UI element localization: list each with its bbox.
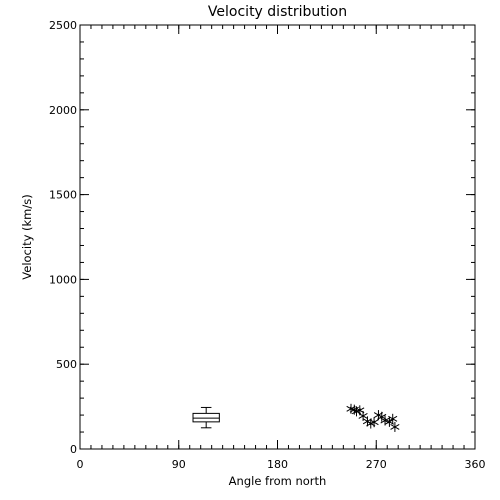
chart-title: Velocity distribution [208,4,347,20]
y-tick-label: 1000 [49,273,77,286]
data-point [369,417,379,428]
data-point [390,421,400,432]
data-point-stroke [388,415,398,422]
x-tick-label: 180 [267,458,288,471]
data-point-stroke [369,419,379,426]
x-axis-label: Angle from north [229,474,327,488]
y-tick-label: 2000 [49,104,77,117]
scatter-points [346,403,400,432]
axis-ticks [79,24,476,450]
y-axis-label: Velocity (km/s) [20,194,34,279]
boxplot [192,406,220,429]
x-tick-label: 360 [465,458,486,471]
x-tick-label: 270 [366,458,387,471]
x-tick-label: 0 [77,458,84,471]
x-tick-label: 90 [172,458,186,471]
y-tick-label: 500 [56,358,77,371]
data-point-stroke [358,412,368,419]
y-tick-label: 2500 [49,19,77,32]
y-tick-label: 1500 [49,189,77,202]
data-point-stroke [390,424,400,430]
data-point [388,413,398,424]
y-tick-label: 0 [70,443,77,456]
tick-labels: 0 90 180 270 360 0 500 1000 1500 2000 2500 [49,19,486,471]
